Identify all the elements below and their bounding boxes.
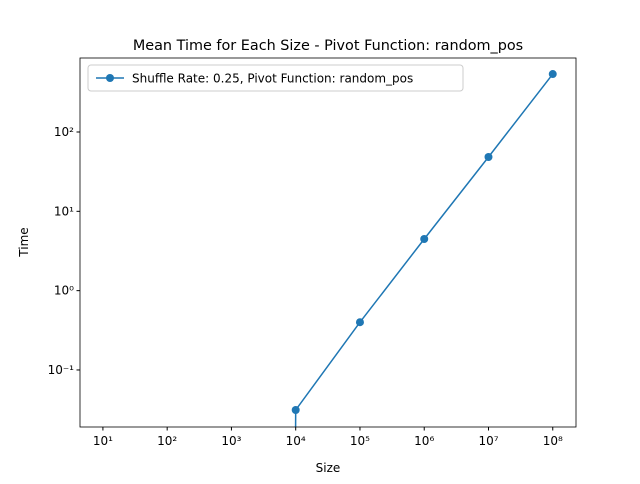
plot-area [291, 70, 557, 427]
point [355, 318, 364, 327]
y-axis-label: Time [17, 227, 31, 257]
legend-box [87, 64, 464, 92]
x-tick-label: 10⁷ [478, 434, 498, 448]
point [291, 405, 300, 414]
axes-frame [79, 57, 577, 428]
x-tick-label: 10⁵ [350, 434, 370, 448]
y-tick-label: 10¹ [54, 204, 74, 218]
x-tick-label: 10² [157, 434, 177, 448]
y-tick-label: 10⁻¹ [48, 363, 75, 377]
point [548, 70, 557, 79]
legend-label: Shuffle Rate: 0.25, Pivot Function: rand… [132, 72, 413, 86]
y-tick-label: 10⁰ [54, 284, 74, 298]
series-line [294, 73, 554, 427]
chart-title: Mean Time for Each Size - Pivot Function… [133, 38, 523, 54]
x-axis-label: Size [316, 461, 341, 475]
x-tick-label: 10¹ [93, 434, 113, 448]
point [484, 153, 493, 162]
x-tick-label: 10⁴ [286, 434, 306, 448]
x-tick-label: 10⁶ [414, 434, 434, 448]
x-tick-label: 10³ [221, 434, 241, 448]
y-tick-label: 10² [54, 125, 74, 139]
point [420, 234, 429, 243]
legend-marker [106, 74, 114, 82]
x-tick-label: 10⁸ [543, 434, 563, 448]
